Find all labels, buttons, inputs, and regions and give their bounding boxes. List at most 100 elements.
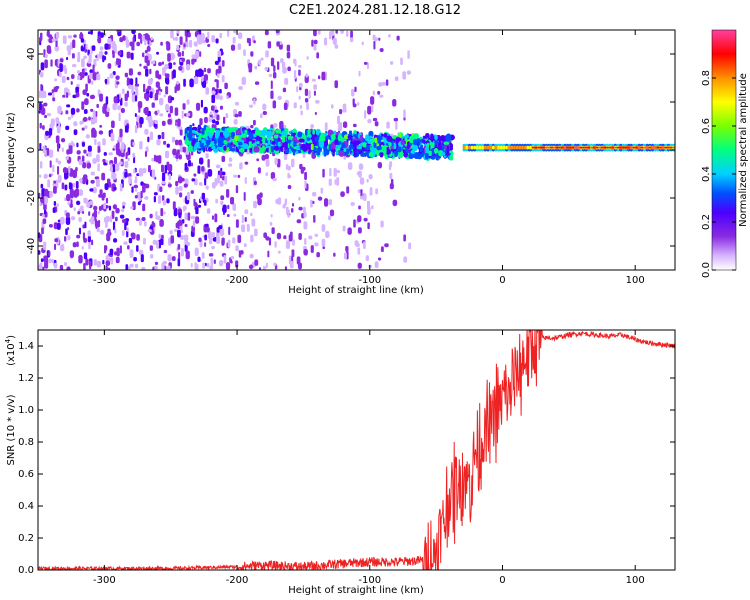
heatmap-cell xyxy=(303,206,306,214)
heatmap-cell xyxy=(170,30,174,39)
heatmap-cell xyxy=(307,129,311,137)
heatmap-cell xyxy=(409,135,414,144)
heatmap-cell xyxy=(186,112,191,117)
heatmap-cell xyxy=(39,122,42,129)
heatmap-cell xyxy=(315,100,320,104)
heatmap-cell xyxy=(248,264,254,270)
heatmap-cell xyxy=(204,172,209,179)
heatmap-cell xyxy=(93,205,98,211)
heatmap-cell xyxy=(167,254,172,262)
heatmap-cell xyxy=(276,41,280,47)
heatmap-cell xyxy=(130,206,134,210)
heatmap-cell xyxy=(141,34,145,42)
heatmap-cell xyxy=(134,176,138,183)
heatmap-cell xyxy=(147,54,152,61)
heatmap-cell xyxy=(191,178,196,182)
heatmap-cell xyxy=(223,145,227,151)
heatmap-cell xyxy=(238,85,243,91)
heatmap-cell xyxy=(329,209,335,217)
heatmap-cell xyxy=(265,158,270,167)
heatmap-cell xyxy=(83,55,87,60)
heatmap-cell xyxy=(87,151,92,158)
heatmap-cell xyxy=(321,224,326,232)
heatmap-cell xyxy=(108,181,112,188)
heatmap-cell xyxy=(550,146,554,149)
heatmap-cell xyxy=(55,31,60,39)
heatmap-cell xyxy=(80,38,85,43)
heatmap-cell xyxy=(318,140,325,148)
y-tick-label: 0.2 xyxy=(18,533,34,544)
heatmap-cell xyxy=(48,149,54,158)
heatmap-cell xyxy=(483,145,487,150)
heatmap-cell xyxy=(82,89,87,96)
heatmap-cell xyxy=(314,242,319,247)
heatmap-cell xyxy=(147,229,152,233)
heatmap-cell xyxy=(502,145,506,150)
heatmap-cell xyxy=(308,235,313,240)
heatmap-cell xyxy=(57,160,62,165)
heatmap-cell xyxy=(219,180,224,187)
snr-frame xyxy=(37,329,676,571)
heatmap-cell xyxy=(85,83,88,92)
colorbar-gradient xyxy=(711,29,737,271)
heatmap-cell xyxy=(150,36,154,41)
heatmap-cell xyxy=(119,183,123,192)
heatmap-cell xyxy=(172,201,176,210)
heatmap-cell xyxy=(40,196,45,204)
heatmap-cell xyxy=(152,266,155,270)
heatmap-cell xyxy=(486,145,490,150)
heatmap-cell xyxy=(293,102,297,109)
heatmap-cell xyxy=(143,83,146,93)
heatmap-cell xyxy=(278,133,282,137)
heatmap-cell xyxy=(237,174,241,178)
heatmap-cell xyxy=(446,148,450,156)
heatmap-cell xyxy=(68,145,73,154)
heatmap-cell xyxy=(55,135,60,144)
heatmap-cell xyxy=(286,51,291,59)
heatmap-cell xyxy=(595,146,599,149)
heatmap-cell xyxy=(539,146,543,149)
heatmap-cell xyxy=(400,140,405,145)
heatmap-cell xyxy=(422,139,426,144)
heatmap-cell xyxy=(133,184,139,189)
heatmap-cell xyxy=(244,161,249,165)
heatmap-cell xyxy=(143,238,146,245)
heatmap-cell xyxy=(187,212,191,221)
heatmap-cell xyxy=(290,131,293,137)
heatmap-cell xyxy=(386,146,389,151)
heatmap-cell xyxy=(110,257,114,265)
heatmap-cell xyxy=(194,143,200,149)
heatmap-cell xyxy=(209,132,213,138)
heatmap-cell xyxy=(127,157,130,162)
heatmap-cell xyxy=(261,154,266,161)
heatmap-cell xyxy=(333,252,336,257)
heatmap-cell xyxy=(68,182,72,190)
heatmap-cell xyxy=(115,143,120,152)
heatmap-cell xyxy=(234,135,239,141)
heatmap-cell xyxy=(363,61,368,65)
heatmap-cell xyxy=(230,256,235,260)
heatmap-cell xyxy=(217,136,223,145)
heatmap-cell xyxy=(67,116,72,120)
heatmap-cell xyxy=(109,73,114,79)
x-tick-label: 0 xyxy=(499,275,505,286)
heatmap-cell xyxy=(220,195,225,201)
heatmap-cell xyxy=(346,30,349,37)
heatmap-cell xyxy=(223,130,230,138)
heatmap-cell xyxy=(192,123,195,127)
heatmap-cell xyxy=(210,257,213,267)
heatmap-cell xyxy=(267,41,272,49)
heatmap-cell xyxy=(144,49,148,54)
heatmap-cell xyxy=(256,141,260,145)
heatmap-cell xyxy=(248,141,252,149)
heatmap-cell xyxy=(307,140,313,144)
heatmap-cell xyxy=(172,69,176,79)
heatmap-cell xyxy=(196,102,201,111)
heatmap-cell xyxy=(84,125,88,129)
heatmap-cell xyxy=(168,62,173,69)
heatmap-cell xyxy=(83,252,88,260)
heatmap-cell xyxy=(342,225,346,232)
heatmap-cell xyxy=(313,84,317,90)
heatmap-cell xyxy=(287,66,291,72)
